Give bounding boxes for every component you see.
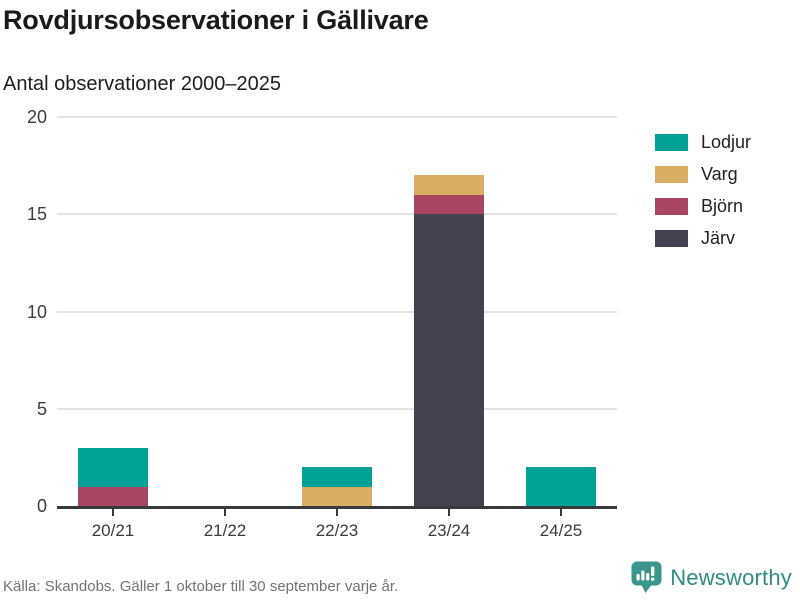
- legend-label: Lodjur: [701, 132, 752, 152]
- y-axis-tick-label: 10: [26, 301, 47, 322]
- x-axis-line: [57, 506, 617, 509]
- gridline: [57, 407, 617, 410]
- bar-segment-björn: [414, 194, 484, 215]
- chart-legend: Lodjur Varg Björn Järv: [655, 132, 751, 260]
- legend-label: Järv: [701, 228, 736, 248]
- newsworthy-wordmark: Newsworthy: [670, 564, 792, 590]
- x-axis-tick-label: 24/25: [539, 521, 583, 540]
- legend-item-varg: Varg: [655, 164, 751, 185]
- bar-segment-lodjur: [302, 467, 372, 487]
- x-axis-tick-label: 23/24: [427, 521, 471, 540]
- source-note: Källa: Skandobs. Gäller 1 oktober till 3…: [3, 578, 399, 595]
- legend-label: Björn: [701, 196, 744, 216]
- legend-swatch: [655, 198, 688, 215]
- chart-subtitle: Antal observationer 2000–2025: [3, 73, 281, 95]
- plot-area: [57, 116, 617, 516]
- legend-swatch: [655, 134, 688, 151]
- newsworthy-bubble-chart-icon: [631, 561, 662, 594]
- legend-label: Varg: [701, 164, 738, 184]
- page-title: Rovdjursobservationer i Gällivare: [3, 5, 429, 35]
- x-axis-tick-label: 20/21: [91, 521, 135, 540]
- bar-segment-varg: [302, 486, 372, 506]
- bar-segment-björn: [78, 486, 148, 506]
- gridline: [57, 310, 617, 313]
- legend-item-järv: Järv: [655, 228, 751, 249]
- y-axis-tick-label: 15: [26, 204, 47, 225]
- x-axis-tick-label: 21/22: [203, 521, 247, 540]
- legend-swatch: [655, 230, 688, 247]
- bar-segment-järv: [414, 214, 484, 506]
- newsworthy-logo: Newsworthy: [631, 561, 792, 594]
- gridline: [57, 213, 617, 216]
- bar-segment-lodjur: [526, 467, 596, 506]
- bar-segment-lodjur: [78, 447, 148, 487]
- y-axis-tick-label: 0: [36, 496, 47, 516]
- x-axis-tick: [560, 509, 562, 516]
- x-axis-tick: [448, 509, 450, 516]
- y-axis-tick-label: 5: [36, 398, 47, 419]
- x-axis-tick: [336, 509, 338, 516]
- bar-segment-varg: [414, 175, 484, 195]
- legend-item-björn: Björn: [655, 196, 751, 217]
- legend-swatch: [655, 166, 688, 183]
- y-axis-tick-label: 20: [26, 107, 47, 127]
- x-axis-tick: [112, 509, 114, 516]
- legend-item-lodjur: Lodjur: [655, 132, 751, 153]
- x-axis-tick-label: 22/23: [315, 521, 359, 540]
- gridline: [57, 116, 617, 118]
- x-axis-tick: [224, 509, 226, 516]
